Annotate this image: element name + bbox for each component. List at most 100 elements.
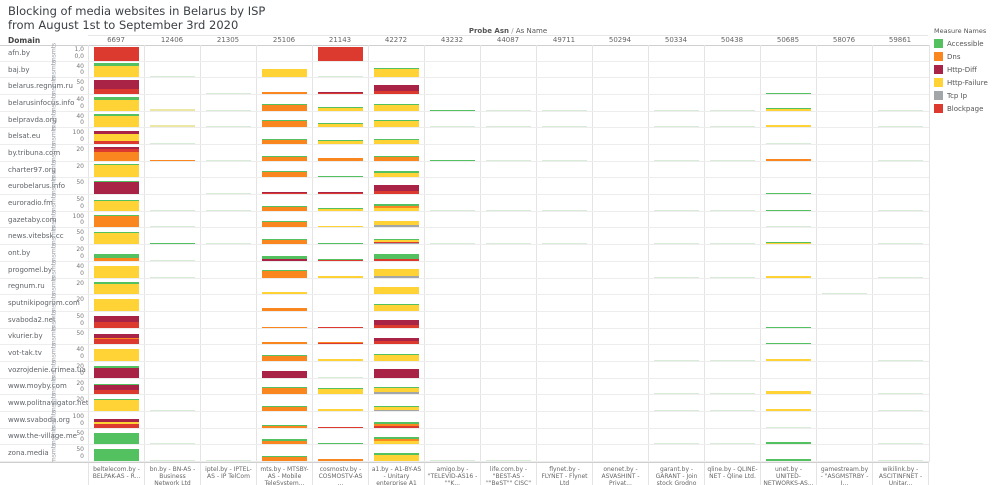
measurement-cell[interactable] <box>704 211 760 228</box>
measurement-cell[interactable] <box>368 378 424 395</box>
measurement-cell[interactable] <box>480 361 536 378</box>
isp-label[interactable]: iptel.by - IPTEL-AS - IP TelCom <box>200 463 256 485</box>
measurement-cell[interactable] <box>536 178 592 195</box>
measurement-cell[interactable] <box>648 295 704 311</box>
measurement-cell[interactable] <box>256 428 312 445</box>
measurement-cell[interactable] <box>760 411 816 428</box>
measurement-cell[interactable] <box>88 95 144 111</box>
domain-label[interactable]: svaboda2.net <box>8 315 56 324</box>
measurement-cell[interactable] <box>704 195 760 211</box>
measurement-cell[interactable] <box>424 128 480 145</box>
asn-header-42272[interactable]: 42272 <box>384 36 408 44</box>
measurement-cell[interactable] <box>648 195 704 211</box>
measurement-cell[interactable] <box>368 178 424 195</box>
measurement-cell[interactable] <box>256 295 312 311</box>
measurement-cell[interactable] <box>256 195 312 211</box>
measurement-cell[interactable] <box>256 278 312 295</box>
measurement-cell[interactable] <box>480 378 536 395</box>
domain-label[interactable]: vkurier.by <box>8 332 43 341</box>
measurement-cell[interactable] <box>704 95 760 111</box>
measurement-cell[interactable] <box>200 195 256 211</box>
measurement-cell[interactable] <box>480 328 536 345</box>
measurement-cell[interactable] <box>592 445 648 461</box>
measurement-cell[interactable] <box>256 95 312 111</box>
measurement-cell[interactable] <box>816 411 872 428</box>
measurement-cell[interactable] <box>368 128 424 145</box>
measurement-cell[interactable] <box>648 228 704 245</box>
measurement-cell[interactable] <box>200 428 256 445</box>
measurement-cell[interactable] <box>368 361 424 378</box>
measurement-cell[interactable] <box>256 345 312 361</box>
measurement-cell[interactable] <box>368 195 424 211</box>
domain-label[interactable]: charter97.org <box>8 165 56 174</box>
measurement-cell[interactable] <box>704 361 760 378</box>
measurement-cell[interactable] <box>424 411 480 428</box>
measurement-cell[interactable] <box>648 61 704 78</box>
measurement-cell[interactable] <box>592 45 648 61</box>
measurement-cell[interactable] <box>200 328 256 345</box>
measurement-cell[interactable] <box>368 45 424 61</box>
isp-label[interactable]: mts.by - MTSBY-AS - Mobile TeleSystem... <box>256 463 312 485</box>
measurement-cell[interactable] <box>368 95 424 111</box>
isp-label[interactable]: cosmostv.by - COSMOSTV-AS ... <box>312 463 368 485</box>
measurement-cell[interactable] <box>760 61 816 78</box>
isp-label[interactable]: bn.by - BN-AS - Business Network Ltd <box>144 463 200 485</box>
asn-header-44087[interactable]: 44087 <box>496 36 520 44</box>
measurement-cell[interactable] <box>592 195 648 211</box>
measurement-cell[interactable] <box>536 328 592 345</box>
measurement-cell[interactable] <box>592 361 648 378</box>
asn-header-21305[interactable]: 21305 <box>216 36 240 44</box>
measurement-cell[interactable] <box>592 111 648 128</box>
measurement-cell[interactable] <box>256 261 312 278</box>
measurement-cell[interactable] <box>88 178 144 195</box>
measurement-cell[interactable] <box>88 345 144 361</box>
measurement-cell[interactable] <box>368 345 424 361</box>
measurement-cell[interactable] <box>536 378 592 395</box>
asn-header-12406[interactable]: 12406 <box>160 36 184 44</box>
measurement-cell[interactable] <box>592 278 648 295</box>
measurement-cell[interactable] <box>200 111 256 128</box>
measurement-cell[interactable] <box>704 328 760 345</box>
measurement-cell[interactable] <box>648 311 704 328</box>
measurement-cell[interactable] <box>312 161 368 178</box>
measurement-cell[interactable] <box>872 361 928 378</box>
measurement-cell[interactable] <box>144 345 200 361</box>
measurement-cell[interactable] <box>592 295 648 311</box>
asn-header-6697[interactable]: 6697 <box>107 36 125 44</box>
measurement-cell[interactable] <box>368 428 424 445</box>
measurement-cell[interactable] <box>648 111 704 128</box>
measurement-cell[interactable] <box>816 128 872 145</box>
measurement-cell[interactable] <box>648 328 704 345</box>
isp-label[interactable]: amigo.by - "TELEVID-AS16 - ""K... <box>424 463 480 485</box>
measurement-cell[interactable] <box>368 295 424 311</box>
measurement-cell[interactable] <box>536 228 592 245</box>
measurement-cell[interactable] <box>816 428 872 445</box>
measurement-cell[interactable] <box>88 361 144 378</box>
measurement-cell[interactable] <box>704 45 760 61</box>
measurement-cell[interactable] <box>144 261 200 278</box>
measurement-cell[interactable] <box>760 195 816 211</box>
measurement-cell[interactable] <box>536 411 592 428</box>
measurement-cell[interactable] <box>256 45 312 61</box>
measurement-cell[interactable] <box>592 95 648 111</box>
measurement-cell[interactable] <box>424 78 480 95</box>
measurement-cell[interactable] <box>312 78 368 95</box>
measurement-cell[interactable] <box>648 345 704 361</box>
measurement-cell[interactable] <box>144 161 200 178</box>
measurement-cell[interactable] <box>200 345 256 361</box>
measurement-cell[interactable] <box>144 95 200 111</box>
isp-label[interactable]: gamestream.by - "ASGMSTRBY - J... <box>816 463 872 485</box>
measurement-cell[interactable] <box>648 428 704 445</box>
measurement-cell[interactable] <box>648 45 704 61</box>
measurement-cell[interactable] <box>312 61 368 78</box>
measurement-cell[interactable] <box>312 411 368 428</box>
measurement-cell[interactable] <box>648 211 704 228</box>
measurement-cell[interactable] <box>592 161 648 178</box>
measurement-cell[interactable] <box>760 95 816 111</box>
measurement-cell[interactable] <box>536 245 592 261</box>
measurement-cell[interactable] <box>256 128 312 145</box>
measurement-cell[interactable] <box>480 245 536 261</box>
measurement-cell[interactable] <box>424 111 480 128</box>
measurement-cell[interactable] <box>424 195 480 211</box>
measurement-cell[interactable] <box>816 178 872 195</box>
